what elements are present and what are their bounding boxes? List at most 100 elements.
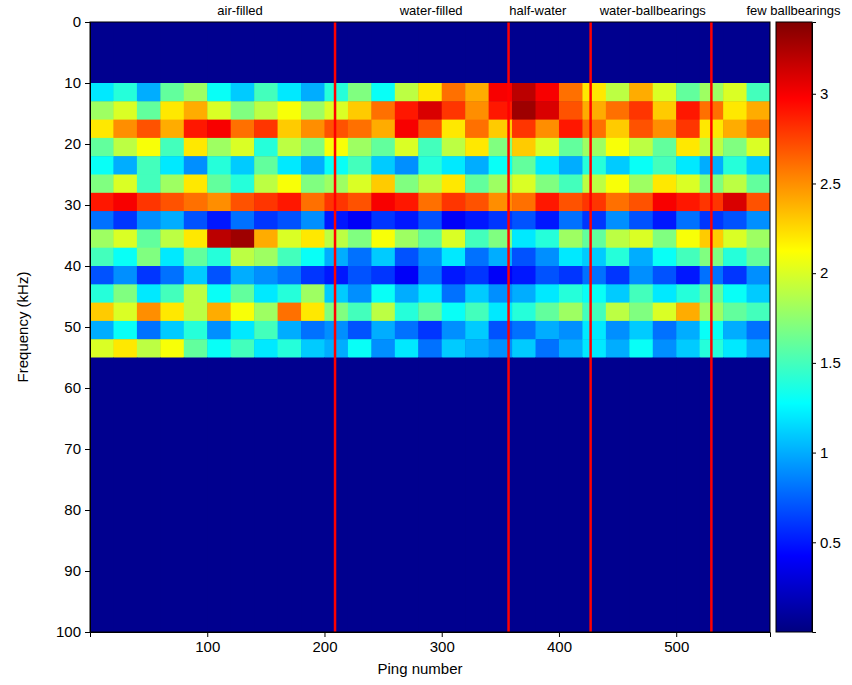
colorbar-axis-tick-label: 2 [820,264,828,281]
colorbar-axis-line [813,23,817,633]
heatmap-cell [231,101,255,120]
colorbar-axis-tick-label: 1.5 [820,354,841,371]
heatmap-cell [395,358,419,633]
heatmap-cell [278,22,302,84]
heatmap-cell [231,358,255,633]
heatmap-cell [207,193,231,212]
y-axis-tick-mark [85,388,90,389]
heatmap-cell [442,101,466,120]
heatmap-cell [113,138,137,157]
heatmap-cell [676,229,700,248]
colorbar-axis-tick-label: 1 [820,444,828,461]
heatmap-cell [747,175,770,194]
heatmap-cell [465,83,489,102]
heatmap-cell [653,229,677,248]
heatmap-cell [254,358,278,633]
heatmap-cell [90,101,114,120]
heatmap-cell [160,321,184,340]
heatmap-cell [278,193,302,212]
heatmap-cell [301,138,325,157]
heatmap-cell [207,229,231,248]
heatmap-cell [418,138,442,157]
heatmap-cell [113,101,137,120]
heatmap-cell [442,175,466,194]
x-axis-tick-mark [324,632,325,637]
heatmap-cell [606,156,630,175]
heatmap-cell [629,211,653,230]
x-axis-tick-label: 200 [312,638,337,655]
heatmap-cell [207,303,231,322]
heatmap-cell [747,211,770,230]
heatmap-cell [606,284,630,303]
heatmap-cell [184,175,208,194]
chart: 1002003004005000102030405060708090100Pin… [0,0,852,685]
heatmap-cell [747,339,770,358]
y-axis-tick-mark [85,510,90,511]
heatmap-cell [90,284,114,303]
heatmap-cell [723,284,747,303]
heatmap-cell [629,321,653,340]
colorbar-axis-tick-mark [812,183,816,184]
heatmap-cell [676,120,700,139]
heatmap-cell [184,358,208,633]
heatmap-cell [653,339,677,358]
y-axis: 0102030405060708090100 [56,13,91,640]
heatmap-cell [254,175,278,194]
heatmap-cell [559,138,583,157]
heatmap-cell [231,156,255,175]
colorbar-axis-tick-mark [812,453,816,454]
heatmap-cell [137,358,161,633]
heatmap-cell [418,211,442,230]
heatmap-cell [324,120,348,139]
heatmap-cell [231,138,255,157]
heatmap-cell [629,101,653,120]
heatmap-cell [512,211,536,230]
heatmap-cell [629,339,653,358]
heatmap-cell [254,284,278,303]
heatmap-cell [606,339,630,358]
heatmap-cell [629,120,653,139]
heatmap-cell [90,138,114,157]
heatmap-cell [324,321,348,340]
heatmap-cell [536,229,560,248]
heatmap-cell [348,101,372,120]
heatmap-cell [559,266,583,285]
heatmap-cell [629,266,653,285]
heatmap-cell [582,248,606,267]
heatmap-cell [207,248,231,267]
heatmap-cell [512,358,536,633]
x-axis-tick-label: 500 [664,638,689,655]
heatmap-cell [512,266,536,285]
heatmap-cell [653,22,677,84]
heatmap-cell [747,138,770,157]
heatmap-cell [418,120,442,139]
heatmap-cell [137,321,161,340]
heatmap-cell [465,339,489,358]
heatmap-cell [442,284,466,303]
heatmap-cell [137,303,161,322]
plot-frame [90,22,770,632]
colorbar-axis-tick-mark [812,542,816,543]
heatmap-cell [324,248,348,267]
heatmap-cell [653,83,677,102]
y-axis-tick-mark [85,266,90,267]
heatmap-cell [606,248,630,267]
heatmap-cell [606,358,630,633]
heatmap-cell [629,284,653,303]
heatmap-cell [723,303,747,322]
heatmap-cell [442,211,466,230]
heatmap-cell [395,266,419,285]
heatmap-cell [184,22,208,84]
heatmap-cell [113,120,137,139]
heatmap-cell [395,321,419,340]
heatmap-cell [676,211,700,230]
heatmap-cell [559,358,583,633]
heatmap-cell [582,101,606,120]
heatmap-cell [747,120,770,139]
heatmap-cell [418,175,442,194]
heatmap-cell [113,321,137,340]
heatmap-cell [418,156,442,175]
heatmap-cell [113,358,137,633]
heatmap-cell [512,175,536,194]
heatmap-cell [653,211,677,230]
